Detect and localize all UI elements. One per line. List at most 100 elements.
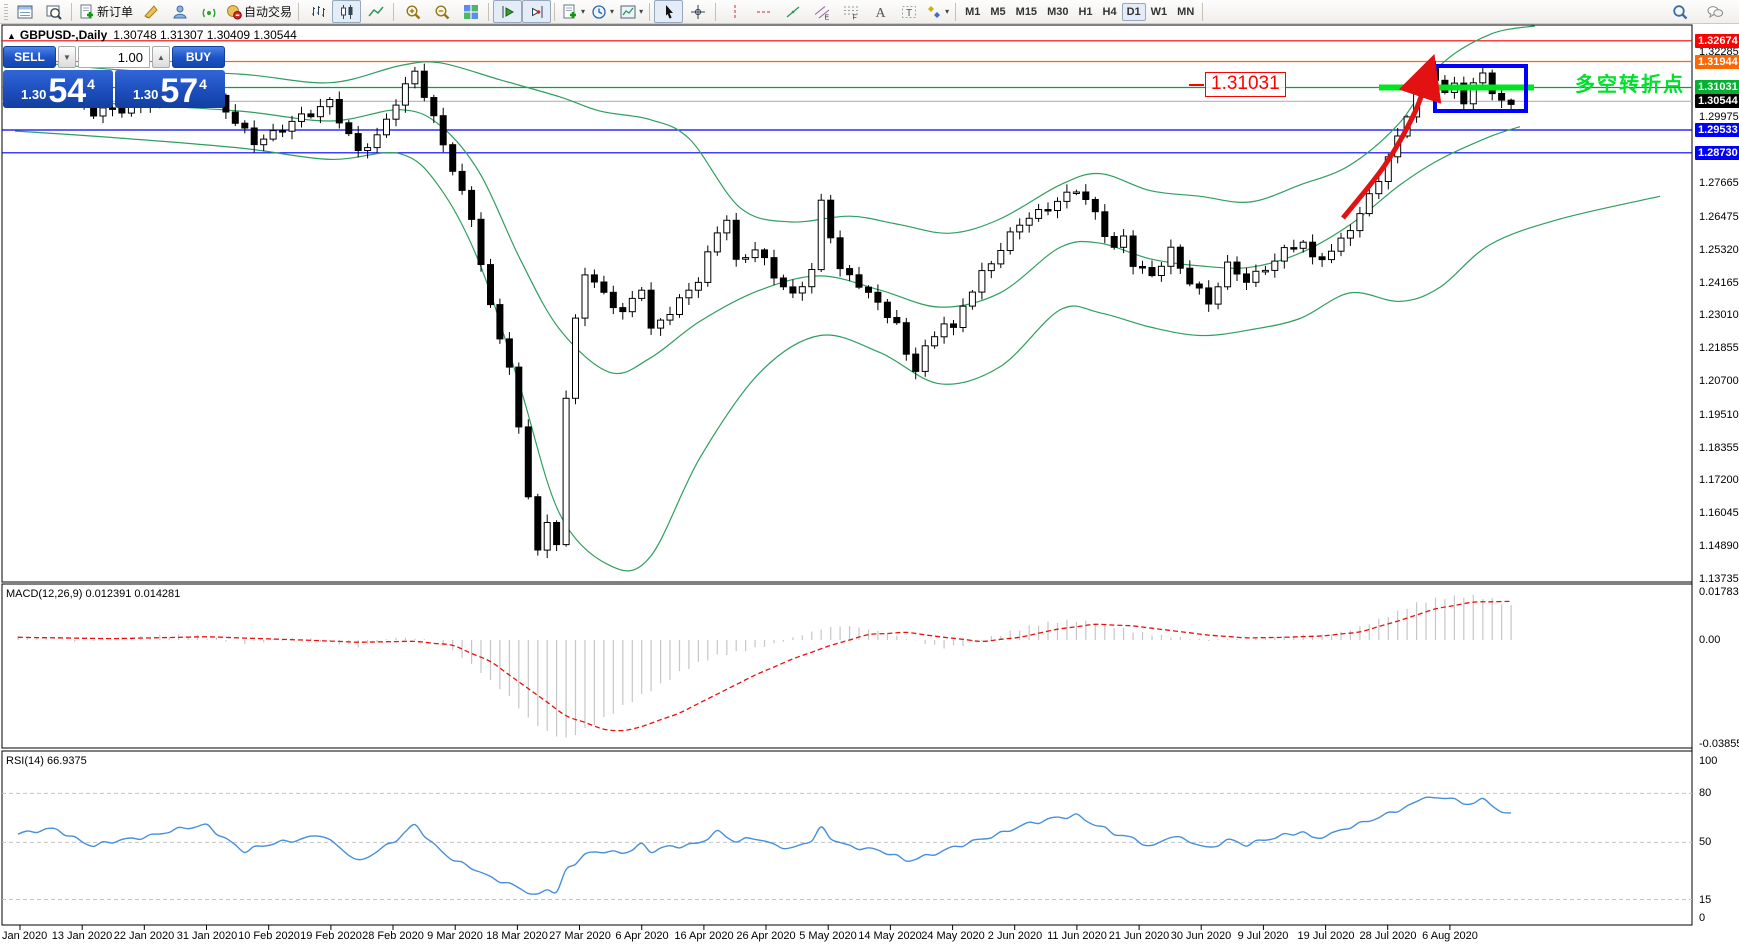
toolbar-button-chart-shift[interactable] [522,0,552,23]
price-tick: 1.19510 [1699,409,1739,421]
buy-price-prefix: 1.30 [133,87,159,102]
macd-histogram [17,594,1512,738]
buy-button[interactable]: BUY [172,46,225,68]
toolbar-button-expert-advisors[interactable] [136,0,165,23]
channel-icon: E [814,5,829,20]
price-tick: 1.26475 [1699,211,1739,223]
toolbar-button-templates[interactable]: ▾ [617,0,646,23]
toolbar-button-zoom-in[interactable] [398,0,427,23]
toolbar-separator [71,2,72,21]
sell-button[interactable]: SELL [3,46,56,68]
toolbar-button-bar-chart-mode[interactable] [303,0,332,23]
toolbar-button-vertical-line[interactable] [720,0,749,23]
price-level-label[interactable]: 1.31031 [1205,72,1286,97]
toolbar-button-new-order[interactable]: 新订单 [76,0,136,23]
toolbar-button-candlestick-mode[interactable] [332,0,362,23]
toolbar-button-text-label[interactable]: T [894,0,923,23]
textA-icon: A [875,6,886,20]
price-axis[interactable]: 1.32285 1.29975 1.27665 1.26475 1.25320 1.241… [1693,25,1739,925]
main-toolbar: 新订单 自动交易 ▾ ▾ ▾ E F A T ▾ M1 M5 M15 M30 H1 H4 D1 W1 MN [0,0,1739,24]
toolbar-button-horizontal-line[interactable] [749,0,778,23]
yellow-tool-icon [143,4,158,19]
date-label: 5 May 2020 [799,930,857,942]
turning-point-annotation[interactable]: 多空转折点 [1575,74,1685,96]
toolbar-button-data-window[interactable] [39,0,68,23]
volume-decrease-button[interactable]: ▼ [58,46,76,68]
pointer-icon [665,4,673,19]
date-label: 21 Jun 2020 [1108,930,1170,942]
date-label: 19 Feb 2020 [300,930,362,942]
toolbar-button-equidistant-channel[interactable]: E [807,0,836,23]
timeframe-D1[interactable]: D1 [1121,2,1146,21]
magnifier-icon [1672,4,1687,19]
timeframe-M15[interactable]: M15 [1015,5,1038,18]
timeframe-M30[interactable]: M30 [1047,5,1069,18]
autoscroll-icon [502,5,514,18]
price-tick: 1.21855 [1699,342,1739,354]
toolbar-button-charts-window[interactable] [10,0,39,23]
price-tick: 1.13735 [1699,573,1739,585]
timeframe-H4[interactable]: H4 [1102,5,1117,18]
buy-price-point: 4 [199,76,207,92]
date-label: 6 Aug 2020 [1422,930,1478,942]
toolbar-button-text[interactable]: A [865,0,894,23]
price-flag-tick [1189,84,1204,86]
date-label: 16 Apr 2020 [674,930,734,942]
toolbar-button-auto-scroll[interactable] [493,0,523,23]
timeframe-M5[interactable]: M5 [990,5,1006,18]
date-label: 3 Jan 2020 [0,930,48,942]
crosshair-icon [690,4,705,19]
one-click-trading-panel: SELL ▼ ▲ BUY 1.30 54 4 1.30 57 4 [3,46,225,108]
toolbar-button-trendline[interactable] [778,0,807,23]
toolbar-button-search[interactable] [1665,0,1694,23]
price-tick: 1.16045 [1699,507,1739,519]
date-label: 13 Jan 2020 [51,930,113,942]
toolbar-button-crosshair[interactable] [683,0,712,23]
toolbar-button-cursor[interactable] [654,0,684,23]
hline-icon [756,11,771,12]
rsi-tick: 100 [1699,755,1718,767]
buy-price-display[interactable]: 1.30 57 4 [115,70,225,108]
timeframe-M1[interactable]: M1 [965,5,981,18]
toolbar-button-zoom-out[interactable] [427,0,456,23]
bars-icon [311,5,325,17]
date-label: 26 Apr 2020 [736,930,796,942]
toolbar-button-fibonacci-retracement[interactable]: F [836,0,865,23]
timeframe-MN[interactable]: MN [1177,5,1195,18]
toolbar-separator [554,2,556,21]
chartshift-icon [531,5,543,18]
volume-increase-button[interactable]: ▲ [152,46,170,68]
toolbar-separator [393,2,395,21]
toolbar-separator [955,2,957,21]
toolbar-button-community-profile[interactable] [165,0,194,23]
svg-text:F: F [852,14,856,20]
timeframe-W1[interactable]: W1 [1150,5,1168,18]
toolbar-button-periods[interactable]: ▾ [588,0,617,23]
date-label: 10 Feb 2020 [238,930,300,942]
toolbar-button-line-chart-mode[interactable] [361,0,390,23]
timeframe-H1[interactable]: H1 [1078,5,1093,18]
price-tag: 1.31944 [1695,55,1739,69]
candles-icon [340,4,353,19]
drawn-objects[interactable] [1341,54,1534,220]
toolbar-button-signals[interactable] [194,0,223,23]
toolbar-button-new-chart[interactable]: ▾ [559,0,588,23]
vline-icon [734,4,736,19]
toolbar-button-arrows[interactable]: ▾ [923,0,952,23]
toolbar-button-tile-windows[interactable] [456,0,485,23]
rsi-tick: 15 [1699,894,1712,906]
macd-tick: 0.017833 [1699,586,1739,598]
toolbar-button-chat[interactable] [1700,0,1729,23]
volume-input[interactable] [78,46,150,68]
date-label: 31 Jan 2020 [176,930,238,942]
date-label: 14 May 2020 [858,930,922,942]
toolbar-button-auto-trading[interactable]: 自动交易 [223,0,295,23]
bollinger-lower-band [14,130,1661,572]
macd-tick: 0.00 [1699,634,1721,646]
clock-icon [592,4,606,19]
date-label: 30 Jun 2020 [1170,930,1232,942]
sell-price-display[interactable]: 1.30 54 4 [3,70,113,108]
mag-plus-icon [406,4,420,19]
